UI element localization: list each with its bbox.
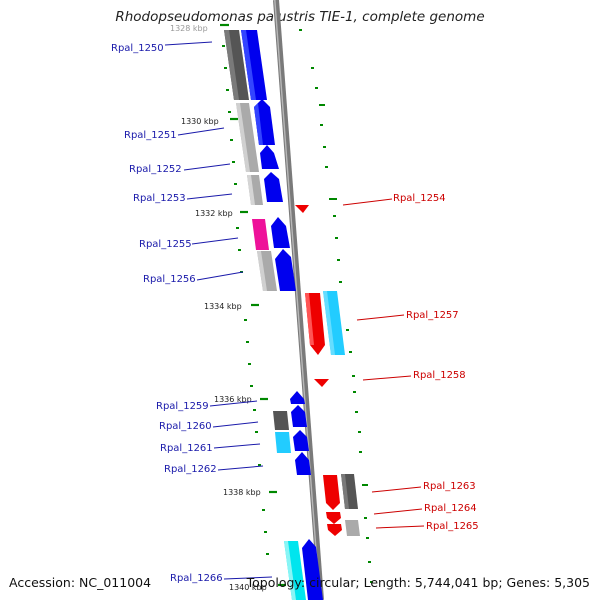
backbone	[273, 0, 324, 600]
label-rpal-1252: Rpal_1252	[129, 164, 182, 175]
leader-lines-reverse	[342, 198, 425, 529]
gene-rpal-1257-category[interactable]	[323, 291, 345, 355]
tick-label-1340: 1340 kbp	[229, 583, 267, 592]
gene-rpal-1261-category[interactable]	[275, 432, 291, 453]
label-rpal-1254: Rpal_1254	[393, 193, 446, 204]
label-rpal-1261: Rpal_1261	[160, 443, 213, 454]
label-rpal-1258: Rpal_1258	[413, 370, 466, 381]
gene-rpal-1253[interactable]	[264, 172, 283, 202]
label-rpal-1256: Rpal_1256	[143, 274, 196, 285]
tick-label-1332: 1332 kbp	[195, 209, 233, 218]
label-rpal-1251: Rpal_1251	[124, 130, 177, 141]
gene-rpal-1265[interactable]	[327, 524, 342, 536]
major-ticks	[220, 23, 286, 587]
leader-lines-forward	[164, 41, 273, 580]
gene-rpal-1251-category[interactable]	[236, 103, 259, 172]
gene-rpal-1256-category[interactable]	[257, 251, 277, 291]
gene-rpal-1256[interactable]	[275, 249, 296, 291]
outer-tick-track	[299, 29, 373, 583]
label-rpal-1255: Rpal_1255	[139, 239, 192, 250]
gene-rpal-1263[interactable]	[323, 475, 340, 510]
label-rpal-1257: Rpal_1257	[406, 310, 459, 321]
label-rpal-1260: Rpal_1260	[159, 421, 212, 432]
gene-rpal-1250-category[interactable]	[224, 30, 249, 100]
label-rpal-1250: Rpal_1250	[111, 43, 164, 54]
tick-labels: 1328 kbp 1330 kbp 1332 kbp 1334 kbp 1336…	[170, 24, 267, 592]
gene-labels-reverse: Rpal_1254 Rpal_1257 Rpal_1258 Rpal_1263 …	[393, 193, 479, 532]
genome-summary-text: Topology: circular; Length: 5,744,041 bp…	[246, 575, 590, 590]
label-rpal-1259: Rpal_1259	[156, 401, 209, 412]
gene-rpal-1258[interactable]	[314, 379, 329, 387]
gene-rpal-1263-category[interactable]	[341, 474, 358, 509]
gene-rpal-1259[interactable]	[290, 391, 305, 404]
gene-labels-forward: Rpal_1250 Rpal_1251 Rpal_1252 Rpal_1253 …	[111, 43, 223, 584]
label-rpal-1262: Rpal_1262	[164, 464, 217, 475]
gene-rpal-1255-category[interactable]	[252, 219, 269, 250]
gene-rpal-1261[interactable]	[293, 430, 309, 451]
gene-rpal-1253-category[interactable]	[247, 175, 263, 205]
map-title: Rhodopseudomonas palustris TIE-1, comple…	[115, 9, 485, 25]
label-rpal-1266: Rpal_1266	[170, 573, 223, 584]
tick-label-1334: 1334 kbp	[204, 302, 242, 311]
gene-rpal-1251[interactable]	[254, 99, 275, 145]
tick-label-1330: 1330 kbp	[181, 117, 219, 126]
gene-rpal-1262[interactable]	[295, 452, 311, 475]
gene-rpal-1250[interactable]	[241, 30, 267, 100]
gene-rpal-1255[interactable]	[271, 217, 290, 248]
gene-rpal-1264[interactable]	[326, 512, 341, 524]
label-rpal-1253: Rpal_1253	[133, 193, 186, 204]
accession-text: Accession: NC_011004	[9, 575, 152, 590]
gene-rpal-1260-category[interactable]	[273, 411, 289, 430]
label-rpal-1263: Rpal_1263	[423, 481, 476, 492]
tick-label-1328: 1328 kbp	[170, 24, 208, 33]
gene-rpal-1257[interactable]	[305, 293, 325, 355]
tick-label-1336: 1336 kbp	[214, 395, 252, 404]
tick-label-1338: 1338 kbp	[223, 488, 261, 497]
gene-rpal-1252[interactable]	[260, 145, 279, 169]
gene-rpal-1266[interactable]	[302, 539, 323, 600]
gene-rpal-1254[interactable]	[295, 205, 309, 213]
gene-rpal-1260[interactable]	[291, 405, 307, 427]
backbone-highlight	[274, 0, 321, 600]
gene-rpal-1265-category[interactable]	[345, 520, 360, 536]
label-rpal-1264: Rpal_1264	[424, 503, 477, 514]
gene-rpal-1266-category[interactable]	[284, 541, 306, 600]
label-rpal-1265: Rpal_1265	[426, 521, 479, 532]
